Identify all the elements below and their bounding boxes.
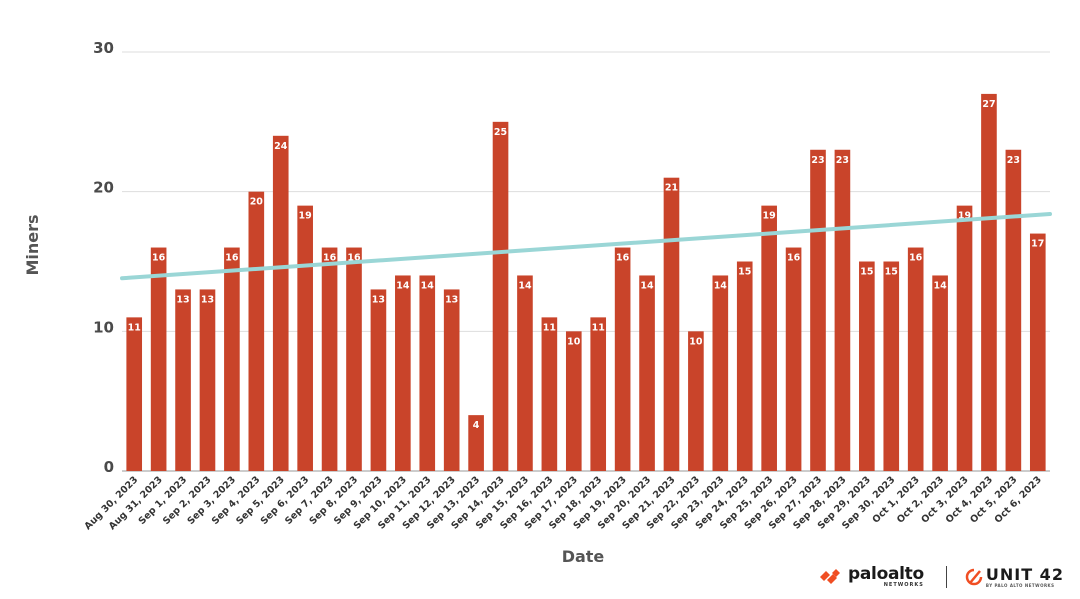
unit42-logo-icon [965, 568, 983, 586]
bar [248, 191, 265, 471]
bar-value-label: 13 [201, 294, 214, 305]
bar [517, 275, 533, 471]
y-tick-label: 0 [104, 458, 114, 476]
bar [859, 261, 875, 471]
bar-value-label: 11 [128, 322, 141, 333]
y-axis-ticks: 0 10 20 30 [93, 39, 114, 476]
bar [590, 317, 607, 471]
bar-value-label: 14 [640, 280, 654, 291]
trendline [120, 212, 1052, 281]
bar-value-label: 13 [176, 294, 189, 305]
unit42-name: UNIT 42 [985, 564, 1064, 584]
bar [492, 121, 509, 471]
bar [1005, 149, 1022, 471]
bar-value-label: 16 [323, 253, 337, 264]
bar-value-label: 15 [738, 267, 751, 278]
bar-value-label: 13 [372, 294, 385, 305]
bar-value-label: 17 [1031, 239, 1044, 250]
bar-value-label: 14 [714, 280, 728, 291]
bar-value-label: 15 [885, 267, 898, 278]
bar-value-label: 23 [836, 155, 849, 166]
paloalto-wordmark: paloalto NETWORKS [848, 564, 924, 589]
bar [785, 247, 802, 471]
bar-value-label: 15 [860, 267, 873, 278]
bar-value-label: 10 [567, 336, 581, 347]
y-tick-label: 20 [93, 179, 114, 197]
y-tick-label: 30 [93, 39, 114, 57]
bar [907, 247, 924, 471]
bar-value-label: 14 [396, 280, 410, 291]
bar [810, 149, 826, 471]
bar [663, 177, 680, 471]
bar-value-label: 14 [518, 280, 532, 291]
bar [712, 275, 729, 471]
bar-value-label: 23 [1007, 155, 1020, 166]
bar [346, 247, 362, 471]
bar [199, 289, 216, 471]
bar [395, 275, 411, 471]
bar-value-label: 23 [811, 155, 824, 166]
bar [736, 261, 753, 471]
bar [981, 93, 997, 472]
bar [761, 205, 777, 471]
bar [419, 275, 436, 471]
bar-value-label: 25 [494, 127, 507, 138]
bar-value-label: 27 [982, 99, 995, 110]
bar-value-label: 14 [421, 280, 435, 291]
bar [956, 205, 973, 471]
bar [688, 331, 704, 471]
bar-value-label: 19 [299, 211, 312, 222]
x-axis-title: Date [562, 547, 605, 566]
paloalto-name: paloalto [848, 564, 924, 584]
bar [297, 205, 313, 471]
bar-value-label: 20 [250, 197, 264, 208]
bar [126, 317, 143, 471]
bar-value-label: 16 [909, 253, 923, 264]
bar [321, 247, 338, 471]
bar [150, 247, 167, 471]
y-axis-title: Miners [23, 214, 42, 275]
bar [639, 275, 655, 471]
bar-value-label: 16 [152, 253, 166, 264]
bar-value-label: 16 [347, 253, 361, 264]
bar-value-label: 11 [592, 322, 605, 333]
bar [541, 317, 558, 471]
logo-divider [945, 566, 947, 588]
bar [443, 289, 460, 471]
bar [1029, 233, 1046, 471]
bar-value-label: 19 [958, 211, 971, 222]
branding: paloalto NETWORKS UNIT 42 BY PALO ALTO N… [818, 562, 1064, 592]
bars: 11 16 13 13 16 20 24 19 16 16 13 14 14 13 4 25 14 11 10 11 1… [126, 93, 1046, 472]
paloalto-logo-icon [820, 569, 840, 584]
bar [224, 247, 240, 471]
bar [565, 331, 582, 471]
bar [175, 289, 191, 471]
bar-value-label: 16 [616, 253, 630, 264]
bar-value-label: 10 [689, 336, 703, 347]
bar [272, 135, 289, 472]
bar-value-label: 11 [543, 322, 556, 333]
bar-value-label: 16 [787, 253, 801, 264]
bar [932, 275, 948, 471]
bar [468, 415, 484, 471]
paloalto-sub: NETWORKS [883, 582, 924, 588]
bar [834, 149, 851, 471]
bar-value-label: 13 [445, 294, 458, 305]
bar [370, 289, 387, 471]
bar-value-label: 19 [763, 211, 776, 222]
bar [614, 247, 631, 471]
bar-value-label: 4 [473, 420, 480, 431]
bar-value-label: 16 [225, 253, 239, 264]
y-tick-label: 10 [93, 318, 114, 336]
unit42-sub: BY PALO ALTO NETWORKS [985, 582, 1055, 588]
bar [883, 261, 900, 471]
bar-value-label: 24 [274, 141, 288, 152]
unit42-wordmark: UNIT 42 BY PALO ALTO NETWORKS [985, 564, 1064, 588]
bar-value-label: 14 [933, 280, 947, 291]
trendline-group [120, 212, 1052, 281]
bar-value-label: 21 [665, 183, 678, 194]
